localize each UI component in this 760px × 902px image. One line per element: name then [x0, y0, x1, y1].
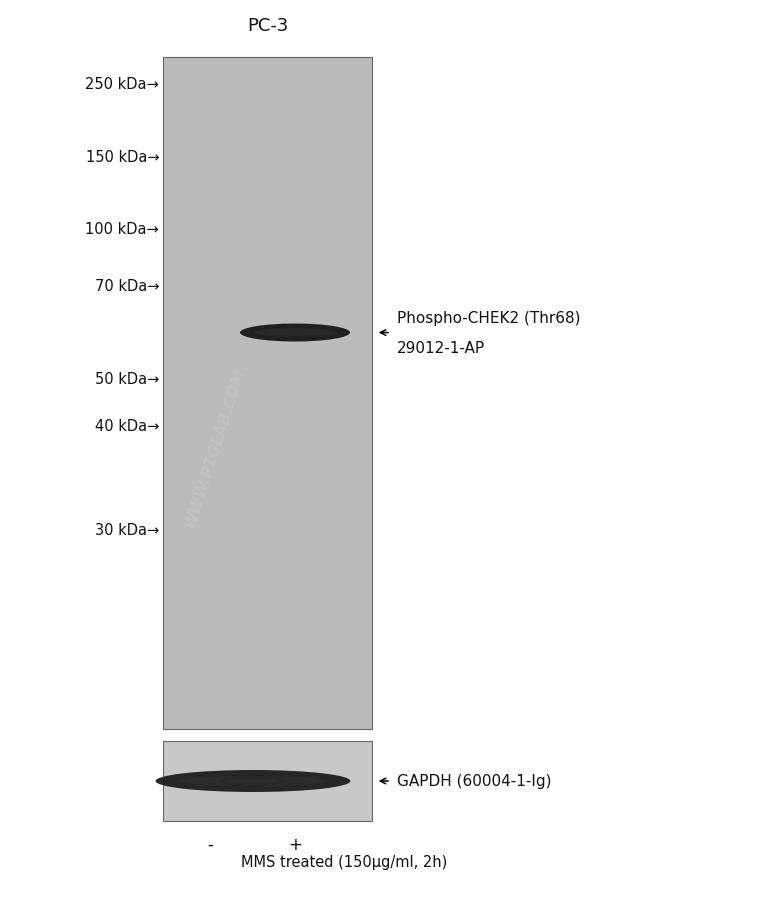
- Text: MMS treated (150μg/ml, 2h): MMS treated (150μg/ml, 2h): [241, 854, 448, 870]
- Text: 30 kDa→: 30 kDa→: [95, 522, 159, 538]
- Bar: [163, 741, 372, 821]
- Text: 100 kDa→: 100 kDa→: [85, 222, 159, 236]
- Ellipse shape: [240, 324, 350, 342]
- Ellipse shape: [254, 329, 336, 337]
- Text: -: -: [207, 834, 213, 852]
- Bar: [163, 58, 372, 729]
- Text: 29012-1-AP: 29012-1-AP: [397, 340, 485, 355]
- Text: 250 kDa→: 250 kDa→: [85, 78, 159, 92]
- Text: PC-3: PC-3: [247, 17, 288, 35]
- Text: Phospho-CHEK2 (Thr68): Phospho-CHEK2 (Thr68): [397, 311, 581, 326]
- Ellipse shape: [156, 770, 350, 792]
- Text: 150 kDa→: 150 kDa→: [86, 150, 159, 165]
- Ellipse shape: [227, 778, 279, 784]
- Text: GAPDH (60004-1-Ig): GAPDH (60004-1-Ig): [397, 774, 552, 788]
- Text: WWW.PTGLAB.COM: WWW.PTGLAB.COM: [182, 365, 249, 529]
- Text: 50 kDa→: 50 kDa→: [95, 372, 159, 386]
- Ellipse shape: [219, 776, 287, 787]
- Ellipse shape: [180, 777, 326, 786]
- Text: 70 kDa→: 70 kDa→: [95, 279, 159, 294]
- Text: +: +: [288, 834, 302, 852]
- Text: 40 kDa→: 40 kDa→: [95, 419, 159, 434]
